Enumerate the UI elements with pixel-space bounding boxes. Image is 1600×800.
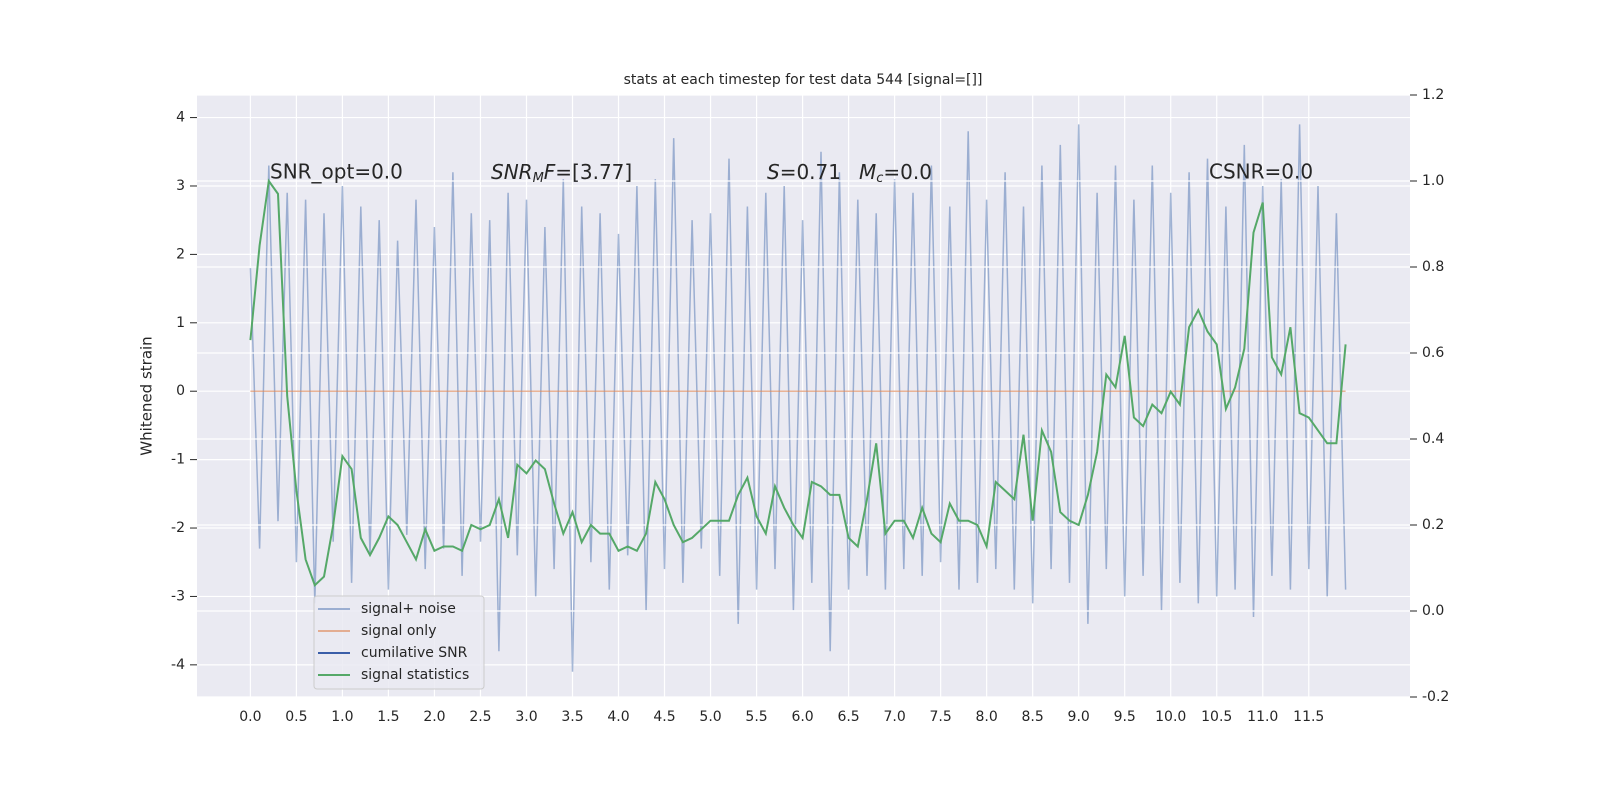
x-tick-label: 6.0 (791, 709, 813, 725)
legend-label: signal only (361, 623, 436, 639)
y-tick-label: 2 (176, 246, 185, 262)
annotation-part: F (544, 160, 556, 184)
annotation-part: S (767, 160, 780, 184)
x-tick-label: 2.0 (423, 709, 445, 725)
y2-tick-label: 0.2 (1422, 517, 1444, 533)
y2-tick-label: 0.0 (1422, 603, 1444, 619)
annotation-sub: M (533, 171, 544, 186)
x-tick-label: 8.0 (976, 709, 998, 725)
x-tick-label: 9.0 (1068, 709, 1090, 725)
y-tick-label: -4 (171, 657, 185, 673)
chart-title: stats at each timestep for test data 544… (624, 72, 983, 88)
x-tick-label: 8.5 (1022, 709, 1044, 725)
data-layer (249, 124, 1347, 672)
y2-layer: -0.2 0.0 0.2 0.4 0.6 0.8 1.0 1.2 (197, 87, 1449, 705)
series-line (249, 178, 1347, 587)
x-tick-label: 11.0 (1247, 709, 1278, 725)
x-tick-label: 3.0 (515, 709, 537, 725)
annotation: S=0.71 (767, 160, 841, 184)
y-tick-label: -2 (171, 520, 185, 536)
annotation-part: SNR (491, 160, 533, 184)
annotation: Mc=0.0 (859, 160, 932, 186)
y-tick-label: 0 (176, 383, 185, 399)
y2-tick-label: 0.8 (1422, 259, 1444, 275)
annotation: SNR_opt=0.0 (270, 160, 403, 184)
y-tick-label: -1 (171, 452, 185, 468)
y-axis-label: Whitened strain (138, 336, 156, 455)
x-tick-label: 11.5 (1293, 709, 1324, 725)
x-tick-label: 3.5 (561, 709, 583, 725)
x-tick-label: 6.5 (837, 709, 859, 725)
x-tick-label: 7.5 (929, 709, 951, 725)
x-tick-label: 1.5 (377, 709, 399, 725)
x-tick-label: 5.5 (745, 709, 767, 725)
y2-tick-label: 0.6 (1422, 345, 1444, 361)
y-tick-label: 3 (176, 178, 185, 194)
annotation-part: =[3.77] (555, 160, 632, 184)
annotation: SNRMF=[3.77] (491, 160, 632, 186)
y2-tick-label: 1.2 (1422, 87, 1444, 103)
x-tick-label: 0.0 (239, 709, 261, 725)
y2-tick-label: -0.2 (1422, 689, 1449, 705)
annotation: CSNR=0.0 (1209, 160, 1313, 184)
y2-tick-label: 1.0 (1422, 173, 1444, 189)
annotation-part: =0.71 (780, 160, 841, 184)
x-tick-label: 0.5 (285, 709, 307, 725)
legend-label: cumilative SNR (361, 645, 468, 661)
x-tick-label: 1.0 (331, 709, 353, 725)
x-tick-label: 10.5 (1201, 709, 1232, 725)
x-tick-label: 4.5 (653, 709, 675, 725)
x-tick-label: 10.0 (1155, 709, 1186, 725)
annotation-part: =0.0 (883, 160, 932, 184)
y-tick-label: 1 (176, 315, 185, 331)
legend-label: signal statistics (361, 667, 469, 683)
annotations: SNR_opt=0.0 SNRMF=[3.77] S=0.71 Mc=0.0 C… (270, 160, 1313, 186)
y-tick-label: -3 (171, 588, 185, 604)
legend-box (313, 595, 485, 690)
legend: signal+ noise signal only cumilative SNR si… (313, 595, 485, 690)
y2-tick-label: 0.4 (1422, 431, 1444, 447)
x-tick-label: 7.0 (883, 709, 905, 725)
legend-label: signal+ noise (361, 601, 456, 617)
x-tick-label: 2.5 (469, 709, 491, 725)
annotation-sub: c (876, 171, 883, 186)
y-tick-label: 4 (176, 110, 185, 126)
x-tick-label: 4.0 (607, 709, 629, 725)
annotation-part: M (859, 160, 876, 184)
series-line (249, 124, 1347, 672)
x-tick-label: 5.0 (699, 709, 721, 725)
x-tick-label: 9.5 (1114, 709, 1136, 725)
